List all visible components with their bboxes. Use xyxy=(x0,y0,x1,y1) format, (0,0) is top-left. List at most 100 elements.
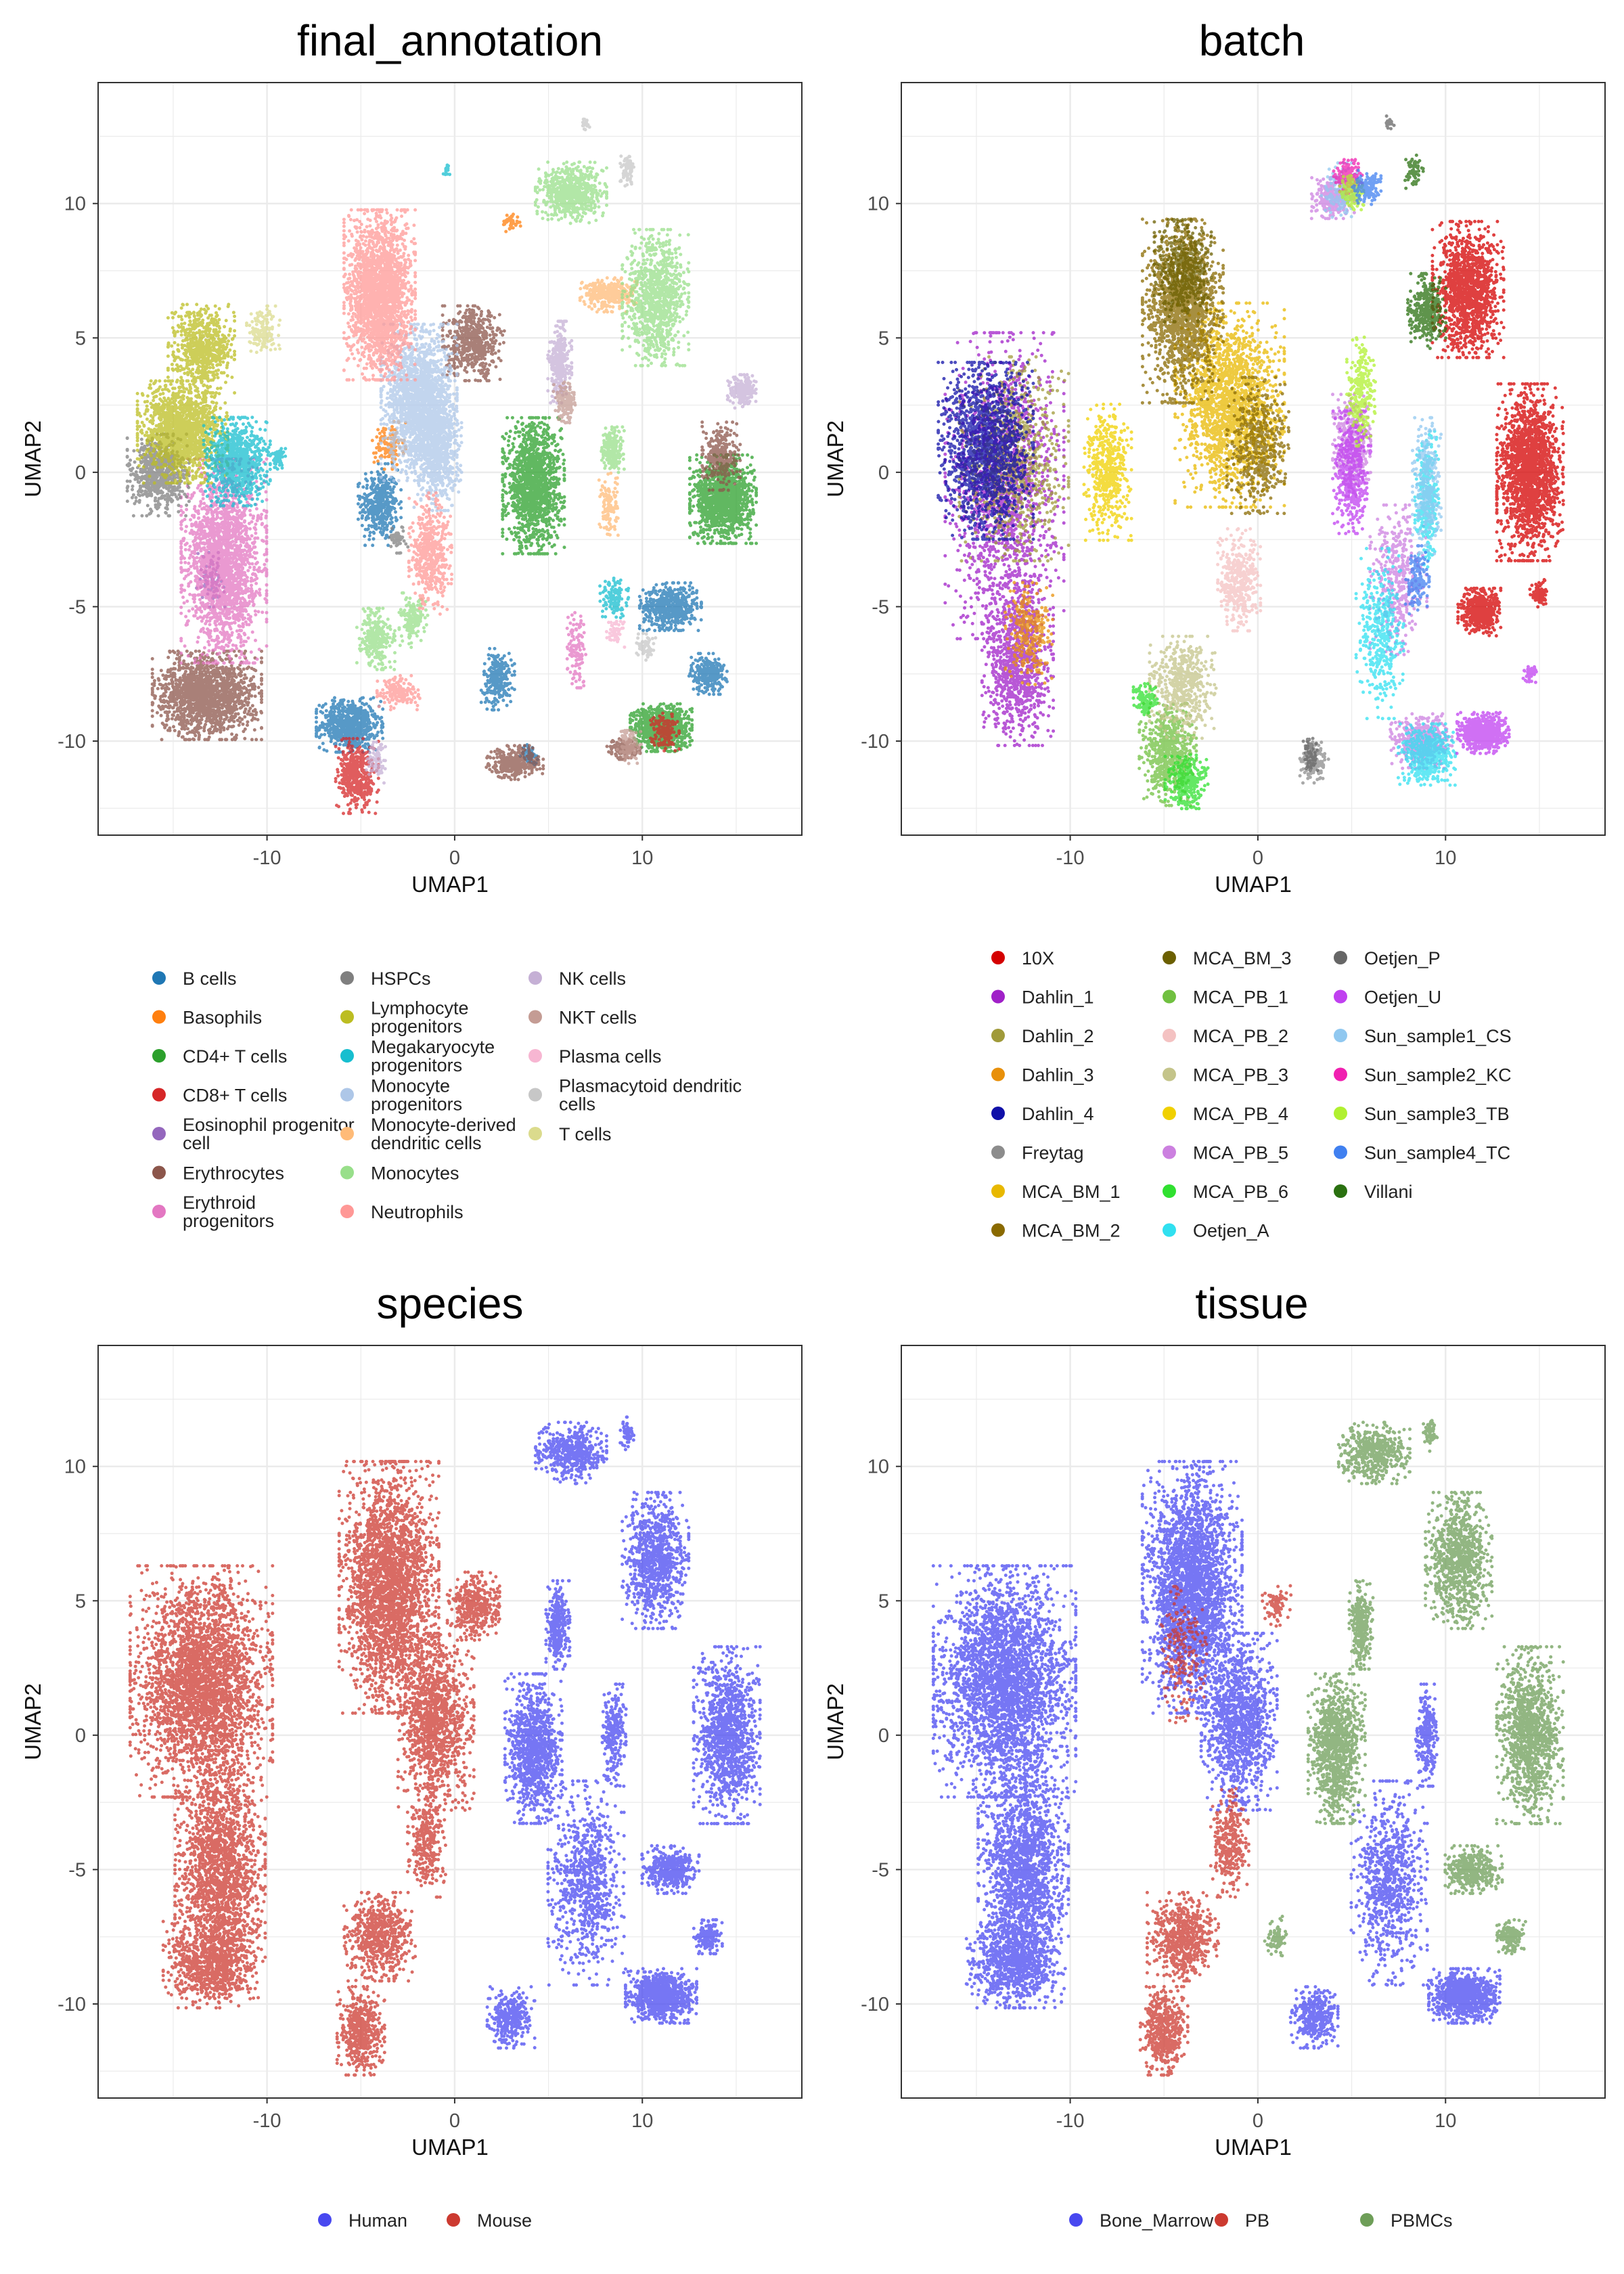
legend-key xyxy=(991,1184,1005,1198)
legend-key xyxy=(1163,1029,1176,1042)
legend-label: MCA_PB_3 xyxy=(1193,1065,1288,1086)
series-points-sun-sample4-tc xyxy=(1351,169,1431,616)
x-tick-label: 10 xyxy=(1435,847,1456,869)
legend-key xyxy=(340,1127,354,1140)
legend-key xyxy=(1163,1107,1176,1120)
y-tick-label: 5 xyxy=(878,1590,889,1612)
x-tick-label: 0 xyxy=(1253,847,1263,869)
scatter-points xyxy=(931,1419,1565,2077)
series-points-mca-pb-6 xyxy=(1131,682,1210,811)
series-points-dahlin-3 xyxy=(1003,581,1055,686)
y-tick-label: 0 xyxy=(75,462,86,484)
y-tick-label: -10 xyxy=(58,1994,86,2015)
legend-key xyxy=(991,951,1005,964)
legend-label: Monocyte progenitors xyxy=(371,1076,462,1115)
series-points-oetjen-u xyxy=(1331,409,1538,755)
legend-label: Dahlin_3 xyxy=(1022,1065,1094,1086)
legend-key xyxy=(991,1067,1005,1082)
legend-label: T cells xyxy=(559,1124,612,1144)
plot-border xyxy=(901,1345,1606,2099)
legend-label: CD8+ T cells xyxy=(183,1086,287,1106)
legend-label: Eosinophil progenitor cell xyxy=(183,1115,355,1153)
legend-label: Erythrocytes xyxy=(183,1163,284,1184)
x-tick-label: 0 xyxy=(1253,2110,1263,2132)
x-tick-label: -10 xyxy=(1056,2110,1085,2132)
legend-label: Oetjen_U xyxy=(1364,987,1441,1008)
legend-key xyxy=(1334,1107,1347,1120)
legend-label: Sun_sample1_CS xyxy=(1364,1026,1512,1046)
series-points-t-cells xyxy=(245,304,282,355)
y-tick-label: -10 xyxy=(58,731,86,753)
y-axis-title: UMAP2 xyxy=(20,1683,45,1760)
axis-ticks: -10 0 10 -10 -5 0 5 10 xyxy=(861,194,1456,869)
legend-label: Monocytes xyxy=(371,1163,459,1184)
legend-label: Lymphocyte progenitors xyxy=(371,998,469,1037)
legend-label: MCA_PB_6 xyxy=(1193,1182,1288,1202)
panel-species: species -10 0 10 -10 -5 0 5 10 UMAP1 UMAP2 Huma… xyxy=(20,1279,803,2231)
y-axis-title: UMAP2 xyxy=(823,420,848,497)
x-tick-label: -10 xyxy=(253,847,281,869)
x-axis-title: UMAP1 xyxy=(1215,2135,1292,2160)
y-tick-label: 0 xyxy=(878,1725,889,1747)
legend-label: Erythroid progenitors xyxy=(183,1192,274,1231)
legend-key xyxy=(340,971,354,985)
series-points-10x xyxy=(1430,219,1565,638)
legend-label: MCA_PB_1 xyxy=(1193,987,1288,1008)
panel-final-annotation: final_annotation -10 0 10 -10 -5 0 5 10 UMAP1 U… xyxy=(20,16,803,1231)
panel-title: batch xyxy=(1199,16,1305,65)
legend-label: NKT cells xyxy=(559,1008,637,1028)
series-points-plasmacytoid-dendritic-cells xyxy=(581,117,658,662)
legend-key xyxy=(528,1088,542,1102)
legend-label: B cells xyxy=(183,968,237,989)
legend-key xyxy=(528,1049,542,1063)
y-tick-label: 5 xyxy=(878,328,889,349)
y-tick-label: -5 xyxy=(872,1859,889,1881)
legend-label: Plasma cells xyxy=(559,1046,662,1067)
y-tick-label: 5 xyxy=(75,328,86,349)
series-points-neutrophils xyxy=(342,208,454,712)
legend-key xyxy=(528,1127,542,1140)
legend-key xyxy=(991,1145,1005,1159)
legend-key xyxy=(528,1010,542,1024)
x-tick-label: -10 xyxy=(1056,847,1085,869)
series-points-mca-bm-3 xyxy=(1152,218,1213,324)
legend-key xyxy=(1334,1145,1347,1159)
y-tick-label: 0 xyxy=(878,462,889,484)
scatter-points xyxy=(937,114,1565,811)
series-points-oetjen-p xyxy=(1301,114,1396,772)
legend-key xyxy=(152,1205,166,1218)
legend-key xyxy=(318,2213,332,2227)
x-tick-label: 0 xyxy=(449,847,460,869)
series-points-b-cells xyxy=(315,462,729,767)
series-points-erythroid-progenitors xyxy=(179,457,588,690)
legend-label: Oetjen_P xyxy=(1364,948,1441,968)
series-points-villani xyxy=(1403,153,1448,351)
legend-label: PBMCs xyxy=(1391,2210,1453,2231)
y-axis-title: UMAP2 xyxy=(20,420,45,497)
y-tick-label: 5 xyxy=(75,1590,86,1612)
legend-label: Bone_Marrow xyxy=(1100,2210,1214,2231)
legend-label: PB xyxy=(1245,2210,1269,2231)
series-points-mouse xyxy=(128,1460,501,2077)
legend-key xyxy=(340,1088,354,1102)
x-axis-title: UMAP1 xyxy=(1215,872,1292,897)
panel-tissue: tissue -10 0 10 -10 -5 0 5 10 UMAP1 UMAP2 Bone_… xyxy=(823,1279,1606,2231)
legend-label: CD4+ T cells xyxy=(183,1046,287,1067)
legend-key xyxy=(1163,1067,1176,1082)
y-tick-label: -10 xyxy=(861,1994,889,2015)
series-points-megakaryocyte-progenitors xyxy=(202,163,631,620)
legend-key xyxy=(152,971,166,985)
legend-label: MCA_PB_2 xyxy=(1193,1026,1288,1046)
axis-ticks: -10 0 10 -10 -5 0 5 10 xyxy=(58,1456,653,2132)
y-tick-label: 10 xyxy=(867,194,889,215)
legend-key xyxy=(1163,1184,1176,1198)
legend-key xyxy=(340,1165,354,1180)
series-points-monocytes xyxy=(355,160,691,671)
legend-label: Megakaryocyte progenitors xyxy=(371,1037,495,1075)
legend-key xyxy=(991,1223,1005,1237)
y-tick-label: 10 xyxy=(64,194,86,215)
y-tick-label: -5 xyxy=(68,596,86,618)
legend-key xyxy=(447,2213,460,2227)
legend-key xyxy=(991,989,1005,1004)
legend-key xyxy=(340,1049,354,1063)
